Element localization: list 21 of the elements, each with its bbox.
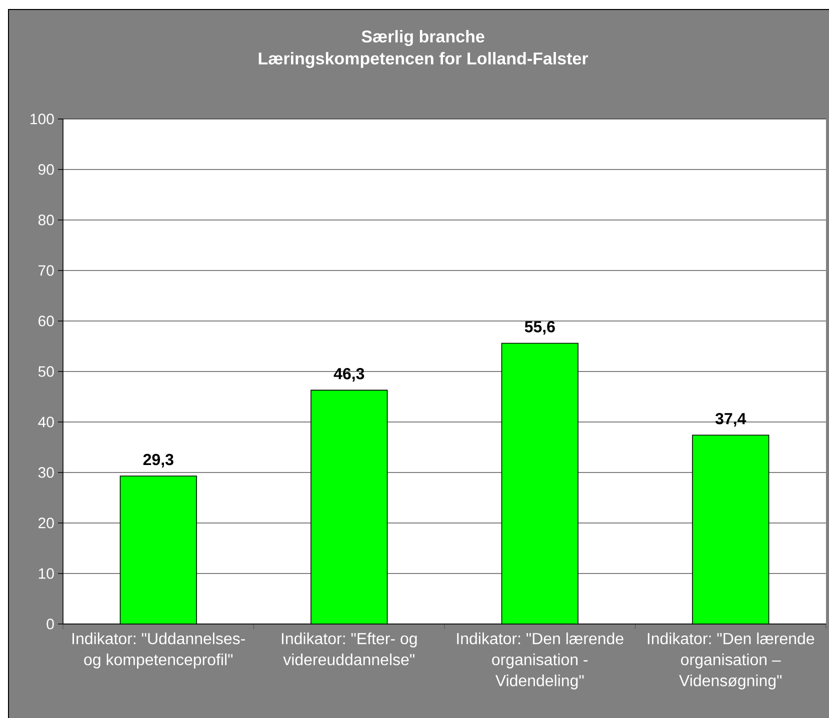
data-label: 46,3 — [334, 368, 364, 382]
data-label: 37,4 — [715, 412, 746, 427]
y-tick-label: 60 — [38, 316, 54, 326]
y-tick-label: 30 — [38, 467, 54, 478]
y-tick-label: 0 — [46, 618, 54, 630]
data-label: 29,3 — [143, 454, 174, 468]
x-tick-label: Indikator: "Den lærende organisation - Videndeling" — [457, 632, 624, 690]
y-tick-label: 20 — [38, 518, 54, 528]
x-tick-label: Indikator: "Den lærende organisation – Vidensøgning" — [648, 632, 814, 690]
y-tick-label: 50 — [38, 366, 54, 377]
y-tick-label: 40 — [38, 416, 54, 428]
y-tick-label: 10 — [38, 568, 54, 579]
y-tick-label: 100 — [30, 114, 54, 124]
data-label: 55,6 — [524, 321, 555, 335]
y-tick-label: 80 — [38, 214, 54, 226]
x-tick-label: Indikator: "Efter- og videreuddannelse" — [282, 632, 417, 666]
y-tick-label: 70 — [38, 265, 54, 276]
y-tick-label: 90 — [38, 164, 54, 175]
chart-subtitle: Læringskompetencen for Lolland-Falster — [258, 52, 588, 68]
chart-title: Særlig branche — [362, 30, 484, 46]
x-tick-label: Indikator: "Uddannelses- og kompetenceprofil" — [72, 632, 245, 668]
